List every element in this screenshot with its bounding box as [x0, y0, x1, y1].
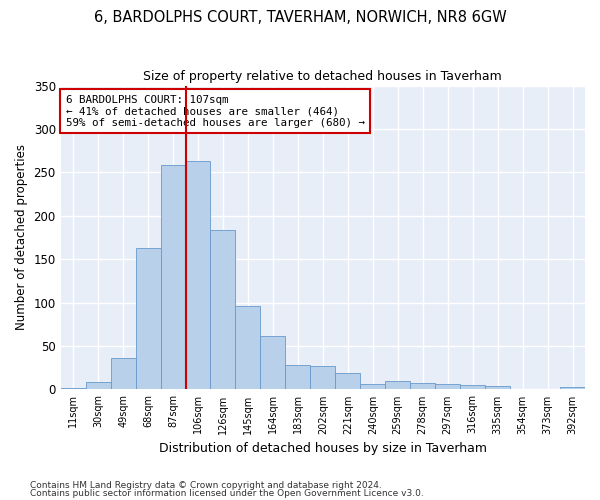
Y-axis label: Number of detached properties: Number of detached properties [15, 144, 28, 330]
Bar [485, 386, 510, 390]
Text: Contains public sector information licensed under the Open Government Licence v3: Contains public sector information licen… [30, 489, 424, 498]
Bar [110, 358, 136, 390]
Bar [410, 384, 435, 390]
Title: Size of property relative to detached houses in Taverham: Size of property relative to detached ho… [143, 70, 502, 83]
Bar [235, 306, 260, 390]
Bar [185, 161, 211, 390]
Bar [61, 388, 86, 390]
Bar [435, 384, 460, 390]
Bar [136, 248, 161, 390]
Bar [460, 385, 485, 390]
Bar [286, 365, 310, 390]
Text: 6, BARDOLPHS COURT, TAVERHAM, NORWICH, NR8 6GW: 6, BARDOLPHS COURT, TAVERHAM, NORWICH, N… [94, 10, 506, 25]
Text: Contains HM Land Registry data © Crown copyright and database right 2024.: Contains HM Land Registry data © Crown c… [30, 480, 382, 490]
Bar [86, 382, 110, 390]
Bar [310, 366, 335, 390]
Bar [385, 380, 410, 390]
Text: 6 BARDOLPHS COURT: 107sqm
← 41% of detached houses are smaller (464)
59% of semi: 6 BARDOLPHS COURT: 107sqm ← 41% of detac… [66, 94, 365, 128]
Bar [260, 336, 286, 390]
Bar [535, 388, 560, 390]
Bar [211, 230, 235, 390]
Bar [335, 373, 360, 390]
Bar [510, 388, 535, 390]
Bar [161, 166, 185, 390]
Bar [560, 387, 585, 390]
Bar [360, 384, 385, 390]
X-axis label: Distribution of detached houses by size in Taverham: Distribution of detached houses by size … [159, 442, 487, 455]
